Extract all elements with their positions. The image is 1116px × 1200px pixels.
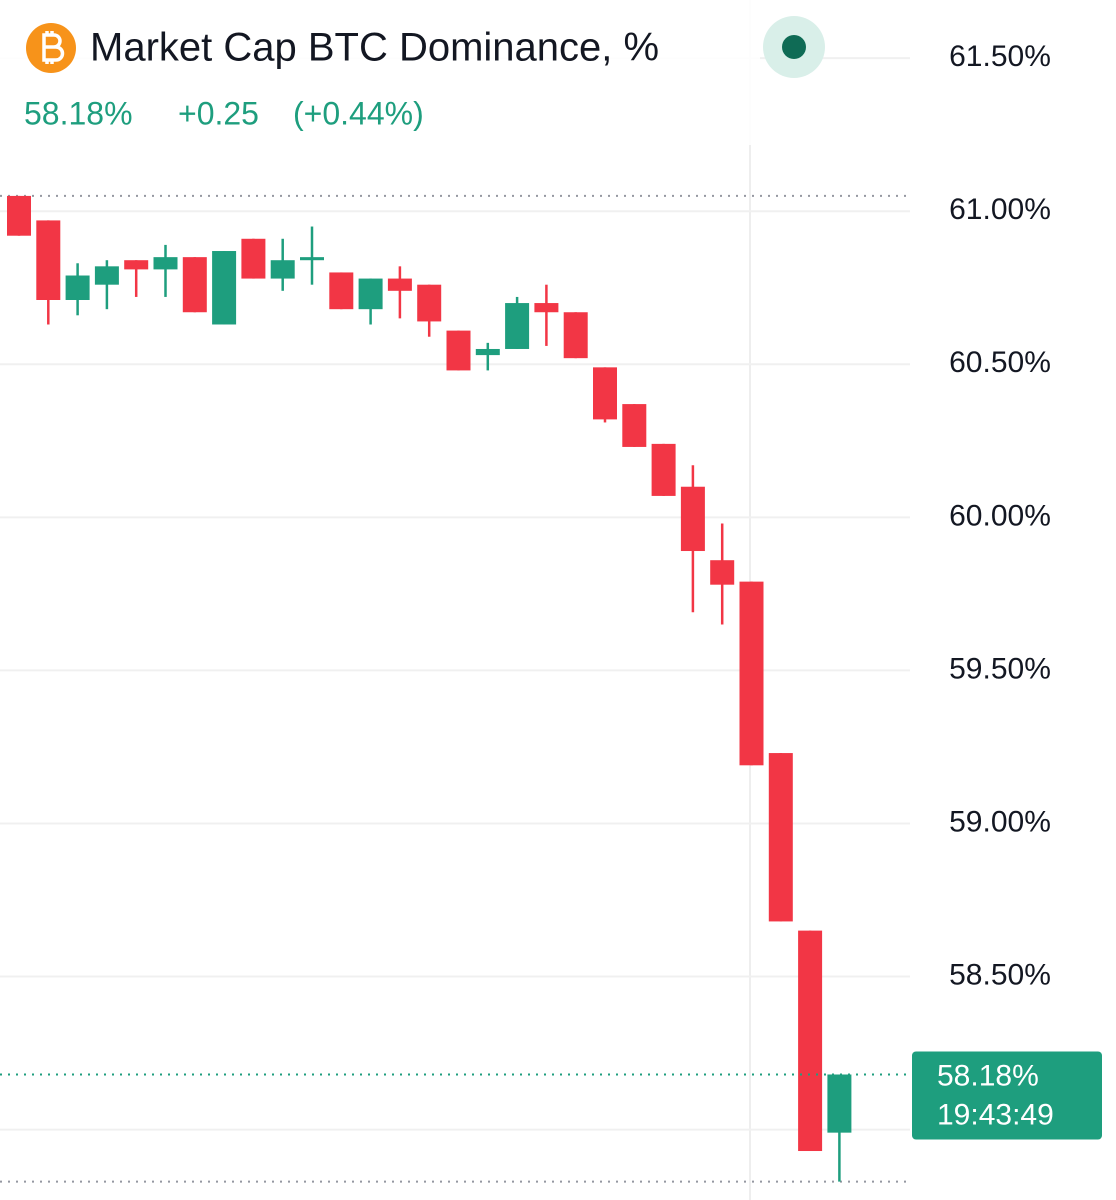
y-tick-label: 61.50% — [949, 40, 1051, 73]
candle-body — [94, 266, 119, 285]
y-tick-label: 60.00% — [949, 499, 1051, 532]
candle-body — [593, 367, 617, 420]
header-backdrop — [0, 0, 760, 145]
y-tick-label: 61.00% — [949, 193, 1051, 226]
candle-body — [563, 312, 588, 359]
candle-body — [182, 257, 207, 313]
candle-body — [241, 238, 266, 279]
candle-body — [798, 930, 823, 1152]
candle-body — [768, 753, 793, 922]
candle-body — [212, 251, 237, 325]
candle-body — [680, 486, 705, 552]
candle-body — [446, 330, 471, 371]
change: +0.25 — [178, 95, 259, 131]
candle-body — [534, 303, 559, 313]
change-percent: (+0.44%) — [293, 95, 424, 131]
candle-body — [417, 284, 442, 322]
candle-body — [651, 443, 676, 496]
y-tick-label: 58.50% — [949, 958, 1051, 991]
y-tick-label: 59.50% — [949, 652, 1051, 685]
last-price-label: 58.18% — [937, 1059, 1039, 1092]
candle-body — [65, 275, 90, 300]
candle-body — [300, 257, 324, 261]
last-time-label: 19:43:49 — [937, 1098, 1054, 1131]
btc-glyph — [42, 31, 65, 64]
candle-body — [7, 195, 31, 236]
candle-body — [124, 260, 149, 270]
candle-body — [622, 404, 647, 447]
y-axis: 61.50% 61.00% 60.50% 60.00% 59.50% 59.00% 58.5… — [912, 40, 1102, 1145]
candle-body — [387, 278, 412, 291]
candle-body — [153, 257, 178, 270]
candle-body — [827, 1074, 852, 1133]
candle-body — [270, 260, 295, 279]
y-tick-label: 59.00% — [949, 805, 1051, 838]
last-value: 58.18% — [24, 95, 133, 131]
candles — [0, 194, 910, 1183]
candle-body — [739, 581, 764, 766]
candle-body — [505, 303, 530, 349]
candle-body — [710, 560, 735, 585]
last-price-badge — [912, 1051, 1102, 1140]
candle-body — [358, 278, 383, 310]
candle-body — [329, 272, 354, 310]
candle-body — [475, 348, 500, 356]
grid — [0, 57, 910, 1131]
chart-title: Market Cap BTC Dominance, % — [90, 26, 659, 70]
y-tick-label: 60.50% — [949, 346, 1051, 379]
candle-body — [36, 220, 61, 300]
status-dot — [782, 35, 806, 59]
